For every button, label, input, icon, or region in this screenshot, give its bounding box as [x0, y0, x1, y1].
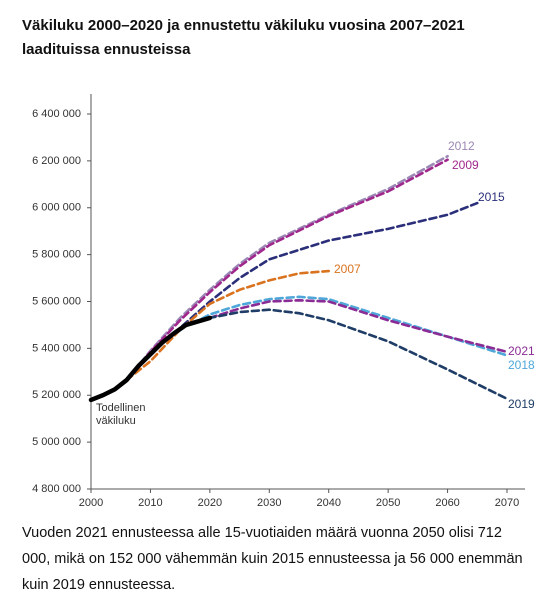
- x-tick-label: 2020: [198, 497, 222, 509]
- x-tick-label: 2050: [376, 497, 400, 509]
- y-tick-label: 5 800 000: [32, 249, 81, 261]
- y-tick-label: 6 200 000: [32, 155, 81, 167]
- y-tick-label: 6 000 000: [32, 202, 81, 214]
- series-line: [172, 201, 479, 335]
- x-tick-label: 2060: [435, 497, 459, 509]
- y-tick-label: 5 000 000: [32, 436, 81, 448]
- series-label: 2009: [452, 158, 479, 172]
- y-tick-label: 5 400 000: [32, 342, 81, 354]
- chart: 4 800 000 5 000 000 5 200 000 5 400 000 5 60…: [32, 94, 535, 509]
- x-tick-label: 2040: [316, 497, 340, 509]
- y-tick-label: 5 600 000: [32, 295, 81, 307]
- series-label: 2012: [448, 139, 475, 153]
- x-tick-label: 2070: [495, 497, 519, 509]
- series-label: 2015: [478, 190, 505, 204]
- series-line: [137, 158, 449, 368]
- series-label: 2019: [508, 397, 535, 411]
- caption: Vuoden 2021 ennusteessa alle 15-vuotiaid…: [22, 525, 523, 593]
- series-label: 2018: [508, 358, 535, 372]
- chart-title: Väkiluku 2000–2020 ja ennustettu väkiluk…: [22, 17, 465, 58]
- series-line: [190, 295, 509, 357]
- y-tick-label: 4 800 000: [32, 483, 81, 495]
- series-label: 2007: [334, 262, 361, 276]
- series-line: [208, 299, 509, 354]
- y-tick-label: 6 400 000: [32, 108, 81, 120]
- series-line: [196, 308, 509, 401]
- x-tick-label: 2030: [257, 497, 281, 509]
- series-line: [125, 269, 331, 382]
- y-tick-label: 5 200 000: [32, 389, 81, 401]
- x-tick-label: 2000: [79, 497, 103, 509]
- series-label: Todellinen väkiluku: [96, 402, 146, 427]
- x-tick-label: 2010: [138, 497, 162, 509]
- series-line: [125, 154, 449, 382]
- series-label: 2021: [508, 344, 535, 358]
- series-line: [88, 315, 213, 403]
